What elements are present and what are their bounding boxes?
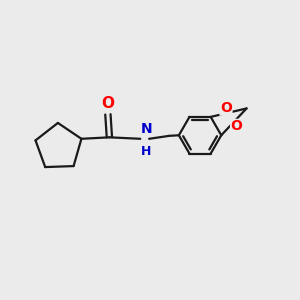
- Text: H: H: [141, 145, 151, 158]
- Text: O: O: [231, 119, 242, 134]
- Text: N: N: [141, 122, 152, 136]
- Text: O: O: [220, 101, 232, 115]
- Text: O: O: [101, 96, 114, 111]
